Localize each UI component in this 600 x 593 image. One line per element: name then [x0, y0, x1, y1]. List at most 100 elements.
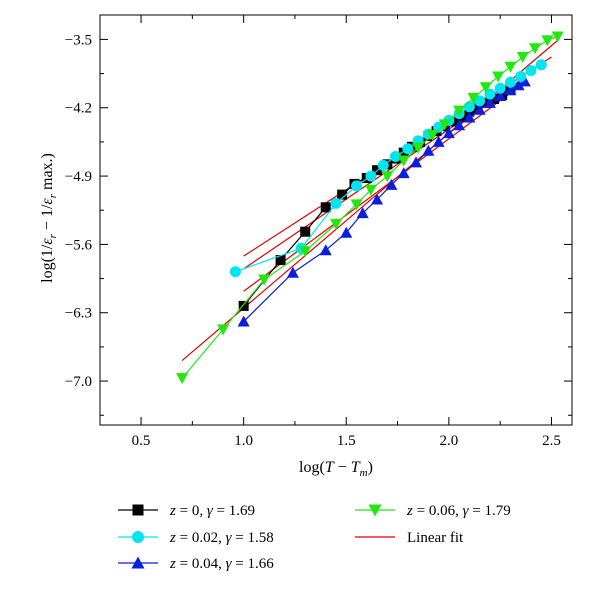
legend-item: Linear fit — [355, 530, 464, 546]
y-tick-label: −4.9 — [65, 169, 92, 185]
data-point — [518, 75, 531, 87]
data-point — [512, 79, 525, 91]
data-point — [397, 167, 410, 179]
legend-item: z = 0, γ = 1.69 — [118, 503, 255, 519]
legend: z = 0, γ = 1.69 z = 0.02, γ = 1.58 z = 0.0… — [118, 503, 511, 572]
data-point — [483, 96, 496, 108]
legend-z-value: 0.04 — [192, 556, 219, 572]
data-point — [319, 244, 332, 256]
data-point — [351, 180, 363, 192]
data-point — [385, 178, 398, 190]
data-point — [356, 207, 369, 219]
x-tick-label: 2.5 — [542, 433, 561, 449]
y-tick-label: −6.3 — [65, 306, 92, 322]
x-tick-label: 1.5 — [337, 433, 356, 449]
y-tick-label: −5.6 — [65, 237, 93, 253]
data-point — [494, 90, 507, 102]
data-point — [381, 171, 394, 183]
data-point — [330, 197, 342, 209]
data-point — [350, 199, 363, 211]
data-point — [299, 246, 312, 258]
data-point — [442, 127, 455, 139]
data-point — [377, 159, 389, 171]
data-point — [494, 82, 506, 94]
data-point — [300, 226, 311, 237]
legend-marker — [132, 504, 144, 516]
legend-label: z = 0.04, γ = 1.66 — [169, 556, 274, 572]
data-point — [426, 130, 439, 142]
data-point — [467, 92, 480, 104]
data-point — [535, 59, 547, 71]
data-point — [484, 88, 496, 100]
data-point — [237, 315, 250, 327]
data-point — [480, 97, 491, 108]
data-point — [320, 202, 331, 213]
data-point — [515, 71, 527, 82]
legend-gamma-value: 1.79 — [484, 503, 510, 519]
data-point — [504, 76, 516, 88]
data-series — [176, 31, 564, 385]
legend-label: z = 0.06, γ = 1.79 — [406, 503, 511, 519]
y-tick-label: −4.2 — [65, 101, 92, 117]
data-point — [473, 103, 486, 115]
data-point — [398, 147, 409, 158]
data-point — [504, 61, 517, 73]
legend-gamma-value: 1.69 — [229, 503, 255, 519]
data-point — [410, 156, 423, 168]
legend-item: z = 0.04, γ = 1.66 — [118, 556, 274, 572]
data-point — [412, 142, 425, 154]
data-point — [463, 111, 476, 123]
legend-z-value: 0.06 — [429, 503, 456, 519]
legend-marker — [132, 531, 144, 543]
data-point — [479, 82, 492, 94]
data-point — [258, 274, 271, 286]
data-point — [489, 93, 500, 104]
legend-item: z = 0.06, γ = 1.79 — [355, 503, 511, 519]
data-point — [397, 155, 410, 167]
data-point — [238, 300, 249, 311]
legend-z-value: 0 — [192, 503, 200, 519]
legend-label: z = 0.02, γ = 1.58 — [169, 530, 274, 546]
data-point — [504, 84, 517, 96]
y-tick-label: −3.5 — [65, 32, 92, 48]
data-point — [541, 35, 554, 47]
data-point — [453, 119, 466, 131]
series-triangle-down — [176, 31, 564, 385]
data-point — [474, 95, 486, 107]
legend-gamma-value: 1.58 — [247, 530, 273, 546]
data-point — [492, 71, 505, 83]
data-point — [330, 218, 342, 230]
legend-label: Linear fit — [407, 530, 464, 546]
legend-z-value: 0.02 — [192, 530, 218, 546]
data-point — [275, 255, 286, 266]
x-tick-label: 1.0 — [234, 433, 253, 449]
data-point — [453, 105, 466, 117]
legend-label: z = 0, γ = 1.69 — [169, 503, 255, 519]
data-point — [422, 144, 435, 156]
data-point — [337, 189, 348, 200]
data-point — [364, 184, 377, 196]
data-point — [529, 43, 542, 55]
data-point — [365, 170, 377, 182]
data-point — [286, 266, 299, 278]
data-point — [551, 31, 564, 43]
series-triangle-up — [237, 75, 531, 327]
x-tick-label: 2.0 — [439, 433, 458, 449]
data-point — [525, 65, 537, 77]
data-point — [371, 193, 384, 205]
data-point — [516, 51, 529, 63]
x-tick-label: 0.5 — [132, 433, 151, 449]
data-point — [433, 121, 445, 133]
legend-item: z = 0.02, γ = 1.58 — [118, 530, 274, 546]
data-point — [229, 266, 241, 278]
data-point — [438, 119, 451, 131]
y-tick-label: −7.0 — [65, 374, 92, 390]
linear-fit-line — [243, 81, 526, 292]
legend-marker — [131, 556, 145, 569]
axis-ticks: 0.5 1.0 1.5 2.0 2.5 −3.5 −4.2 −4.9 −5.6 −6.3 −7.0 — [65, 15, 572, 449]
data-point — [217, 324, 230, 336]
data-point — [340, 226, 353, 238]
legend-gamma-value: 1.66 — [247, 556, 274, 572]
data-point — [176, 373, 189, 385]
